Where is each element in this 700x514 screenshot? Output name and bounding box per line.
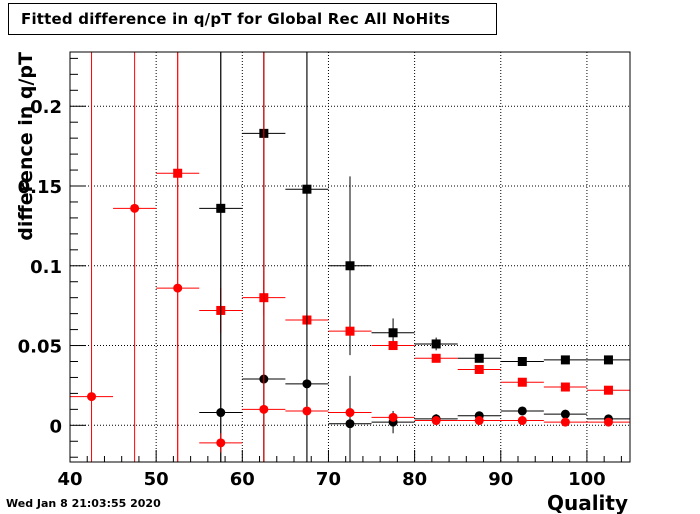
data-point-square [388, 341, 398, 351]
data-point-circle [474, 416, 484, 426]
data-point-circle [302, 379, 312, 389]
data-point-circle [517, 416, 527, 426]
data-point-square [345, 326, 355, 336]
chart-title-box: Fitted difference in q/pT for Global Rec… [8, 3, 497, 35]
data-point-circle [302, 406, 312, 416]
x-tick-label: 90 [488, 469, 513, 490]
data-point-circle [431, 416, 441, 426]
plot-frame [69, 51, 631, 463]
data-point-circle [560, 417, 570, 427]
data-point-square [431, 353, 441, 363]
y-tick-label: 0.15 [18, 177, 62, 198]
data-point-circle [388, 412, 398, 422]
data-point-square [603, 385, 613, 395]
data-point-circle [345, 408, 355, 418]
timestamp-label: Wed Jan 8 21:03:55 2020 [6, 497, 161, 510]
data-point-circle [130, 203, 140, 213]
data-point-square [560, 382, 570, 392]
data-point-square [431, 339, 441, 349]
data-point-square [603, 355, 613, 365]
data-point-square [474, 364, 484, 374]
x-tick-label: 60 [230, 469, 255, 490]
data-point-circle [259, 404, 269, 414]
y-tick-label: 0.1 [30, 257, 62, 278]
x-tick-label: 80 [402, 469, 427, 490]
x-tick-label: 100 [568, 469, 606, 490]
data-point-square [560, 355, 570, 365]
data-point-circle [603, 417, 613, 427]
x-axis-label: Quality [547, 491, 628, 514]
data-point-circle [345, 419, 355, 429]
series-1 [156, 52, 630, 462]
data-point-square [517, 377, 527, 387]
data-point-circle [560, 409, 570, 419]
data-point-circle [87, 392, 97, 402]
data-point-square [517, 356, 527, 366]
y-tick-label: 0 [49, 416, 62, 437]
y-tick-label: 0.2 [30, 97, 62, 118]
data-point-square [345, 261, 355, 271]
data-point-square [388, 328, 398, 338]
x-tick-label: 70 [316, 469, 341, 490]
data-point-circle [216, 408, 226, 418]
chart-title: Fitted difference in q/pT for Global Rec… [21, 10, 451, 28]
y-tick-label: 0.05 [18, 337, 62, 358]
data-point-circle [517, 406, 527, 416]
data-point-circle [173, 283, 183, 293]
y-axis-label: difference in q/pT [15, 52, 37, 241]
data-point-circle [216, 438, 226, 448]
x-tick-label: 50 [144, 469, 169, 490]
axis-layer: 40 50 60 70 80 90 100 0 0.05 0.1 0.15 0.2 [18, 57, 622, 490]
data-layer [70, 52, 630, 462]
x-tick-label: 40 [57, 469, 82, 490]
series-3 [70, 52, 630, 462]
data-point-square [474, 353, 484, 363]
